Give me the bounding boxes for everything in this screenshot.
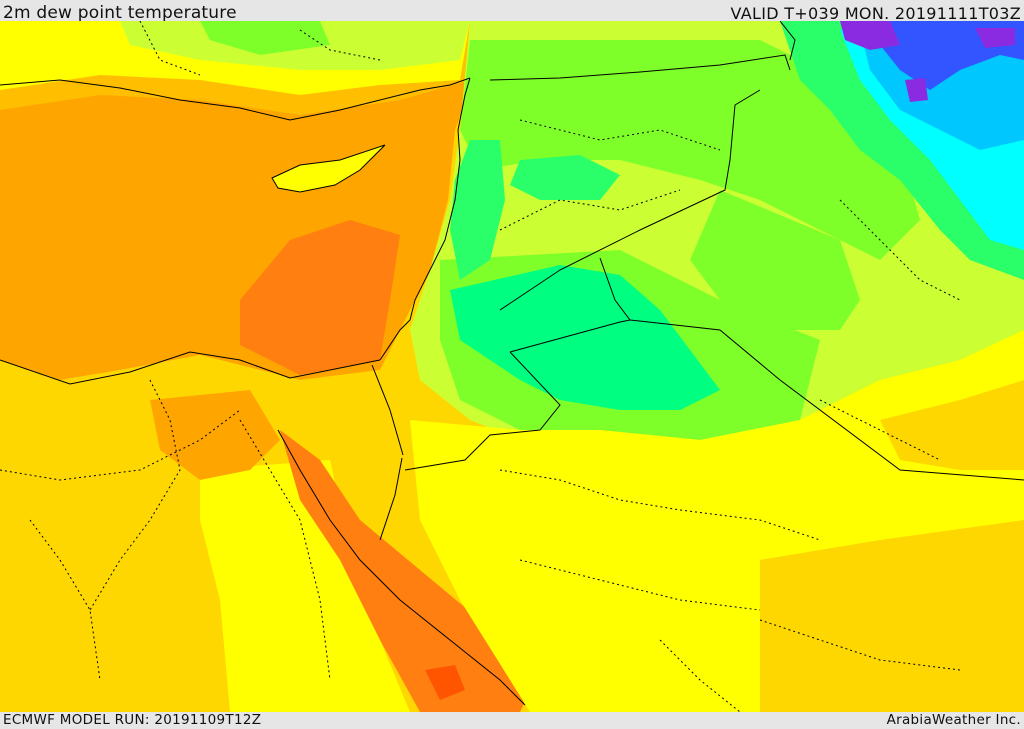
field-red-sea	[280, 430, 530, 712]
border-jordan-saudi	[509, 319, 631, 353]
coastline-gulf-suez	[277, 429, 526, 706]
field-zagros-purple3	[905, 78, 928, 102]
border-syria-turkey	[489, 54, 791, 81]
field-desert-core	[450, 265, 720, 410]
field-arabia-gold2	[880, 380, 1024, 470]
dotted-6	[0, 409, 241, 481]
dew-point-map	[0, 20, 1024, 713]
field-red-sea-hot	[425, 665, 465, 700]
field-arabia-gold	[760, 520, 1024, 712]
chart-title: 2m dew point temperature	[3, 3, 237, 23]
field-lebanon-band	[450, 140, 505, 280]
country-borders	[371, 54, 1024, 481]
field-cyprus	[272, 145, 385, 192]
border-saudi-jordan-south	[404, 351, 561, 471]
dotted-10	[519, 559, 761, 611]
field-zagros-purple1	[840, 21, 900, 50]
border-syria-iraq	[499, 89, 761, 311]
field-syria-pockets	[510, 155, 620, 200]
field-egypt-yellow	[200, 460, 410, 712]
border-egypt-israel	[371, 364, 404, 456]
coastline-egypt	[0, 351, 381, 385]
dotted-14	[839, 199, 961, 301]
coastline-turkey	[0, 77, 471, 121]
header-bar: 2m dew point temperature VALID T+039 MON…	[0, 0, 1024, 23]
dotted-13	[659, 639, 741, 713]
field-egypt-orange	[150, 390, 280, 480]
credit-label: ArabiaWeather Inc.	[886, 712, 1021, 728]
field-syria-green	[460, 40, 920, 260]
map-canvas	[0, 20, 1024, 713]
model-run: ECMWF MODEL RUN: 20191109T12Z	[3, 712, 262, 728]
footer-bar: ECMWF MODEL RUN: 20191109T12Z ArabiaWeat…	[0, 712, 1024, 729]
border-jordan-iraq	[599, 257, 1024, 481]
dotted-9	[499, 469, 821, 541]
field-anatolia-green2	[200, 21, 330, 55]
dotted-3	[519, 119, 721, 151]
valid-time: VALID T+039 MON. 20191111T03Z	[730, 4, 1021, 23]
province-borders	[0, 20, 961, 713]
coastline-cyprus	[271, 144, 386, 193]
dotted-7	[29, 519, 101, 681]
dotted-2	[299, 29, 381, 61]
dotted-12	[759, 619, 961, 671]
field-zagros-purple2	[975, 28, 1015, 48]
coastlines	[0, 20, 796, 706]
coastline-sinai-east	[379, 457, 403, 541]
coastline-levant	[379, 77, 471, 361]
dotted-11	[819, 399, 941, 461]
field-sea-warm-band	[240, 220, 400, 375]
field-iraq-green	[690, 190, 860, 330]
coastline-caspian	[779, 20, 796, 61]
dotted-8	[239, 419, 331, 681]
